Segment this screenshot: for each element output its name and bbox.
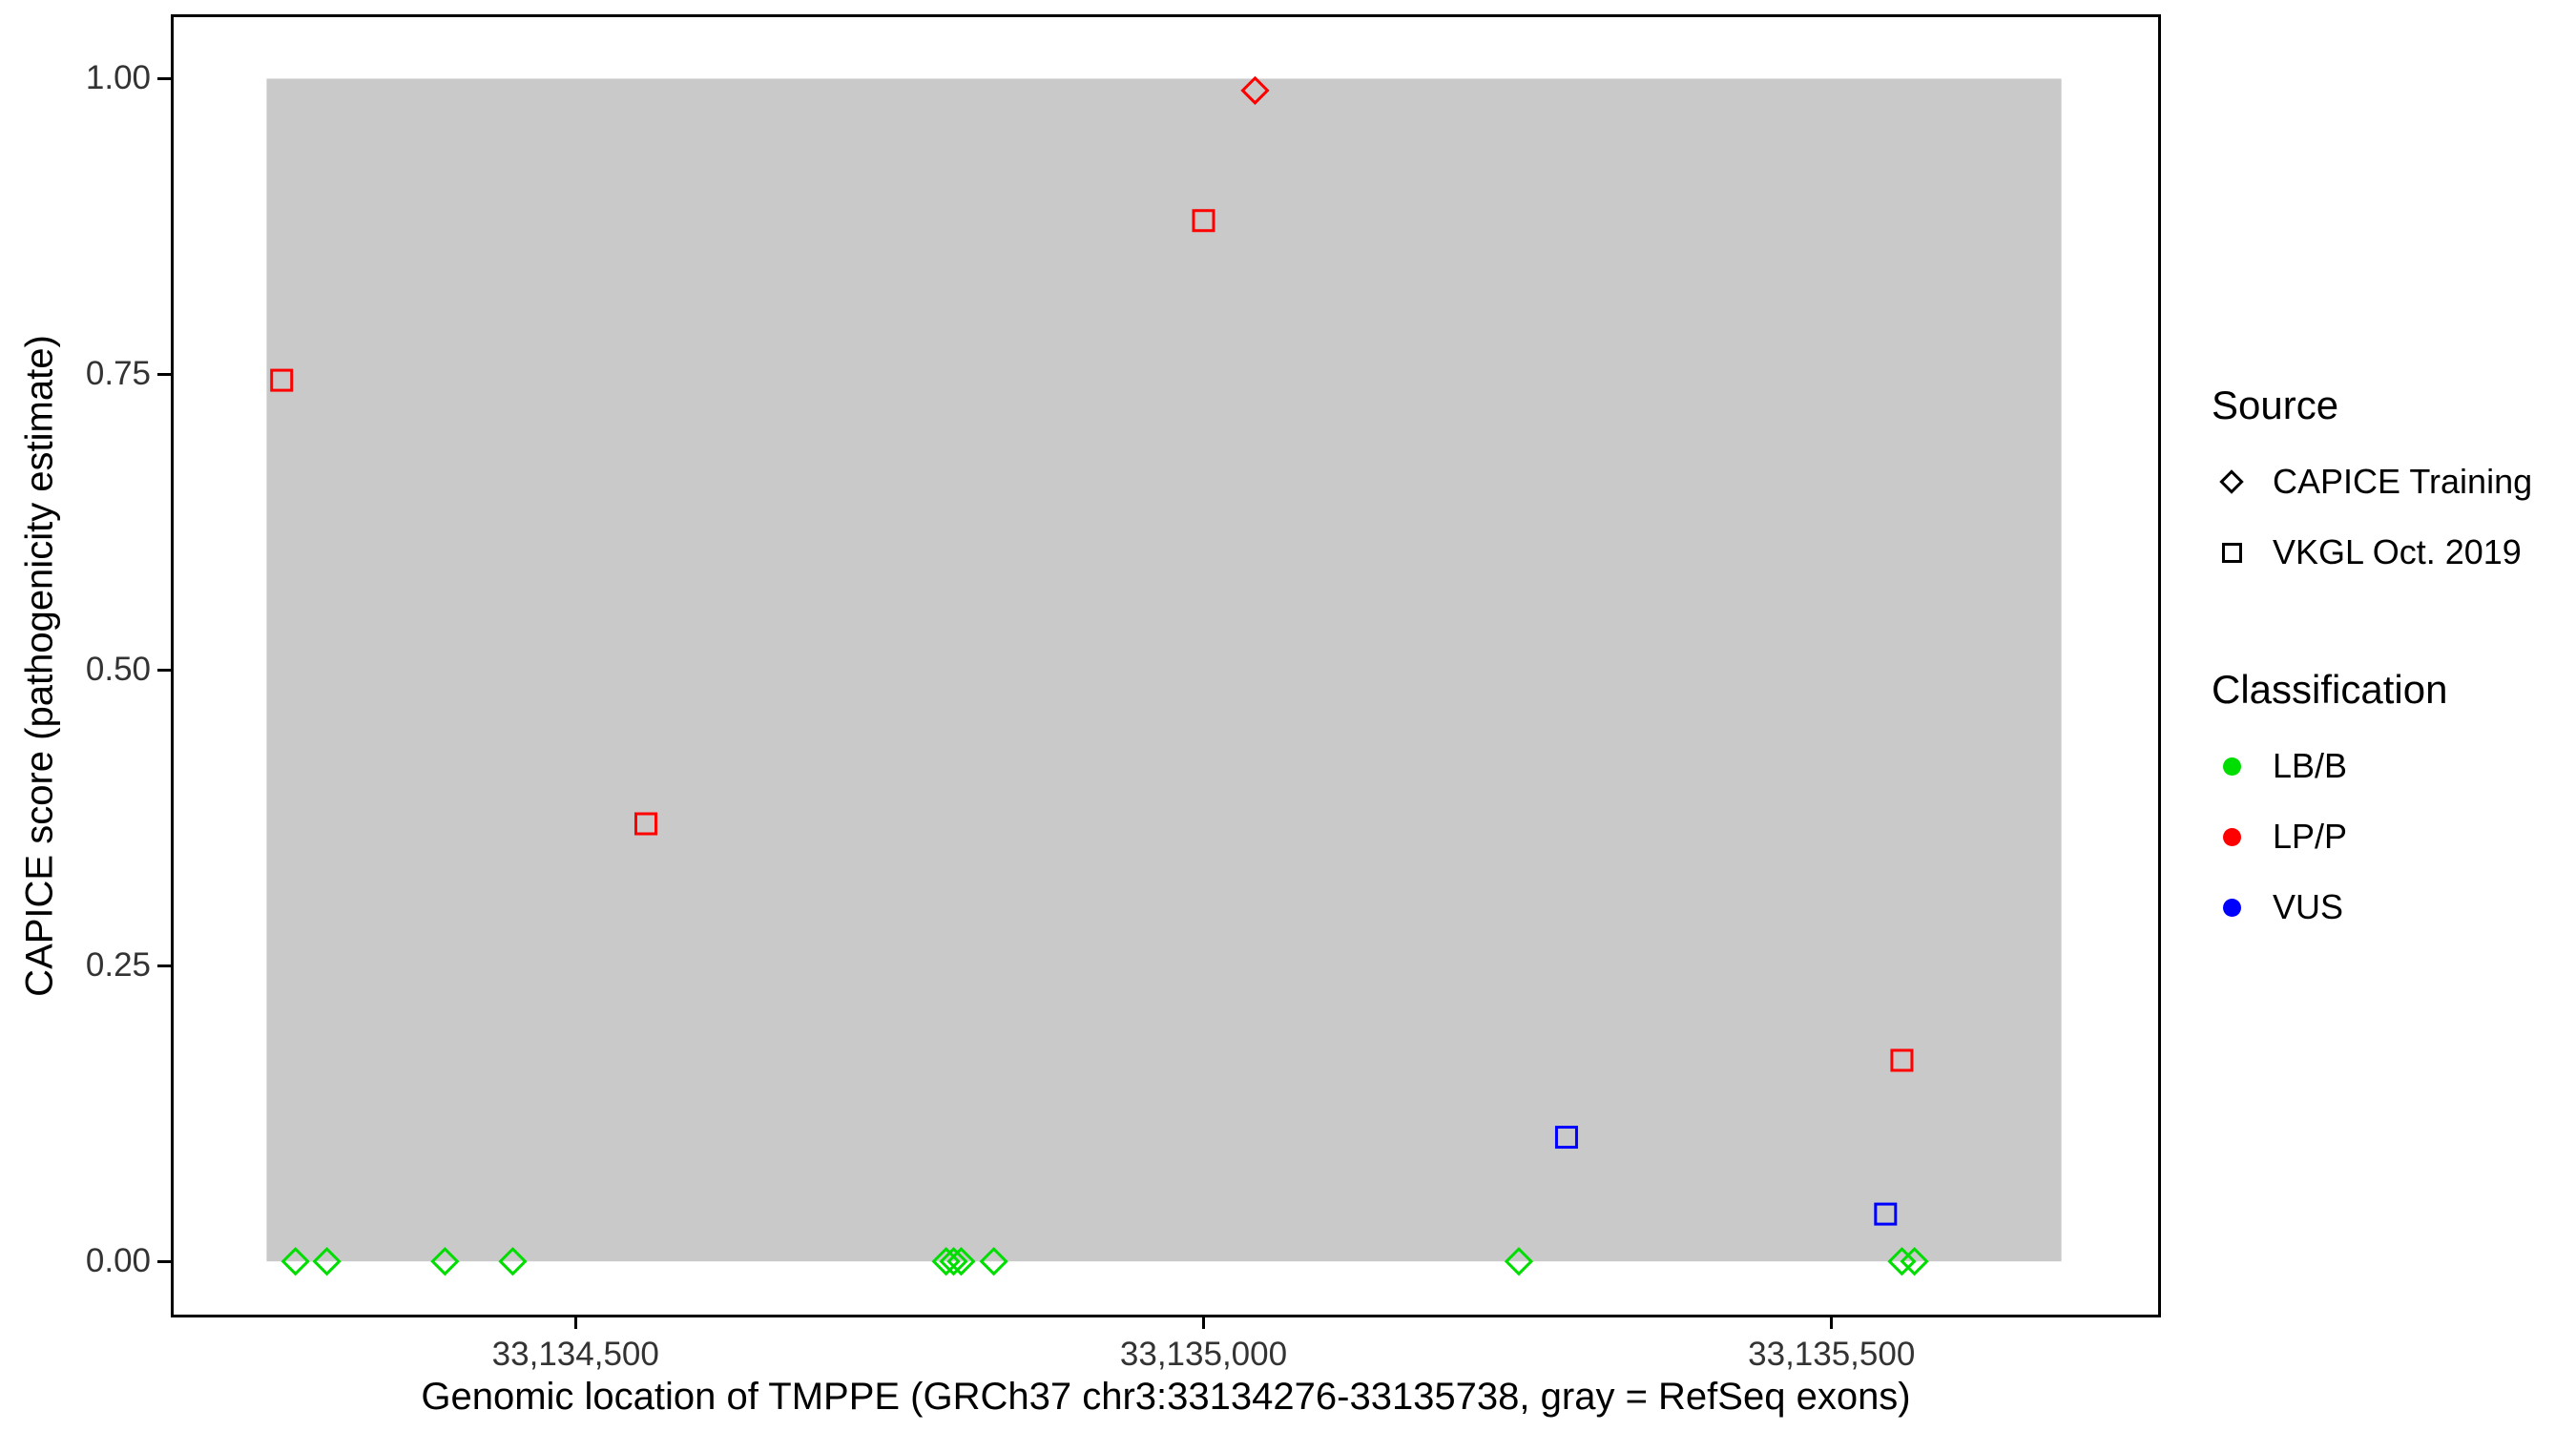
refseq-exon-region <box>266 78 2062 1262</box>
plot-panel <box>171 14 2161 1317</box>
data-point-square <box>634 812 657 836</box>
data-point-diamond <box>946 1247 976 1276</box>
x-axis-tick-label: 33,135,500 <box>1748 1336 1916 1373</box>
legend: Source CAPICE Training VKGL Oct. 2019 Cl… <box>2212 383 2532 954</box>
data-point-diamond <box>1887 1247 1917 1276</box>
x-axis-tick-mark <box>1830 1316 1834 1329</box>
legend-item-label: LP/P <box>2273 817 2348 857</box>
y-axis-tick-mark <box>157 1259 171 1263</box>
data-point-square <box>1192 209 1215 233</box>
swatch-wrap <box>2212 898 2252 917</box>
legend-item-lbb: LB/B <box>2212 742 2532 790</box>
swatch-wrap <box>2212 827 2252 846</box>
vus-circle-swatch-icon <box>2222 898 2241 917</box>
swatch-wrap <box>2212 757 2252 776</box>
legend-item-vus: VUS <box>2212 883 2532 931</box>
y-axis-tick-mark <box>157 372 171 376</box>
data-point-diamond <box>1900 1247 1929 1276</box>
legend-item-vkgl: VKGL Oct. 2019 <box>2212 529 2532 576</box>
y-axis-tick-mark <box>157 76 171 80</box>
x-axis-tick-mark <box>573 1316 577 1329</box>
y-axis-tick-label: 0.50 <box>85 651 151 689</box>
diamond-swatch-icon <box>2219 469 2244 494</box>
x-axis-tick-label: 33,135,000 <box>1119 1336 1288 1373</box>
data-point-diamond <box>1504 1247 1534 1276</box>
swatch-wrap <box>2212 542 2252 563</box>
y-axis-tick-mark <box>157 668 171 672</box>
data-point-square <box>1554 1126 1578 1150</box>
lbb-circle-swatch-icon <box>2222 757 2241 776</box>
data-point-diamond <box>939 1247 968 1276</box>
legend-item-label: VKGL Oct. 2019 <box>2273 532 2522 572</box>
legend-item-lpp: LP/P <box>2212 813 2532 861</box>
legend-item-label: VUS <box>2273 887 2344 927</box>
square-swatch-icon <box>2221 542 2242 563</box>
data-point-square <box>1890 1048 1914 1072</box>
legend-source-title: Source <box>2212 383 2339 427</box>
data-point-square <box>1874 1202 1898 1226</box>
data-point-diamond <box>430 1247 460 1276</box>
plot-area <box>266 75 2062 1276</box>
legend-item-capice-training: CAPICE Training <box>2212 458 2532 506</box>
y-axis-tick-label: 0.75 <box>85 355 151 393</box>
x-axis-title: Genomic location of TMPPE (GRCh37 chr3:3… <box>421 1376 1911 1418</box>
y-axis-tick-label: 1.00 <box>85 59 151 97</box>
data-point-diamond <box>979 1247 1008 1276</box>
legend-item-label: CAPICE Training <box>2273 462 2533 502</box>
y-axis-tick-label: 0.25 <box>85 946 151 985</box>
swatch-wrap <box>2212 469 2252 494</box>
lpp-circle-swatch-icon <box>2222 827 2241 846</box>
x-axis-tick-mark <box>1201 1316 1205 1329</box>
legend-source-section: Source CAPICE Training VKGL Oct. 2019 <box>2212 383 2532 576</box>
legend-classification-section: Classification LB/B LP/P VUS <box>2212 667 2532 931</box>
x-axis-tick-label: 33,134,500 <box>491 1336 659 1373</box>
legend-item-label: LB/B <box>2273 746 2348 786</box>
data-point-diamond <box>1240 75 1270 105</box>
data-point-diamond <box>498 1247 528 1276</box>
data-point-square <box>270 368 294 392</box>
y-axis-tick-label: 0.00 <box>85 1242 151 1280</box>
data-point-diamond <box>312 1247 342 1276</box>
y-axis-tick-mark <box>157 964 171 967</box>
legend-classification-title: Classification <box>2212 667 2448 713</box>
data-point-diamond <box>280 1247 310 1276</box>
